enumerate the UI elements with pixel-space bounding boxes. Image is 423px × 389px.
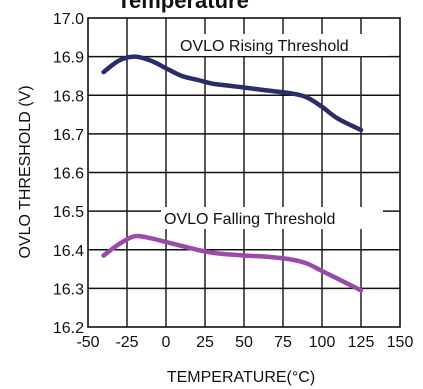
falling-threshold-label: OVLO Falling Threshold [164,211,335,228]
rising-threshold-label: OVLO Rising Threshold [180,38,349,55]
y-tick-label: 16.5 [53,204,84,221]
y-tick-label: 17.0 [53,11,84,28]
chart-title: Temperature [117,0,249,13]
y-tick-label: 16.2 [53,320,84,337]
x-tick-label: -25 [115,334,138,351]
series-line-ovlo-falling-threshold [101,233,364,293]
y-tick-label: 16.8 [53,88,84,105]
x-tick-label: 75 [274,334,292,351]
y-tick-label: 16.9 [53,50,84,67]
series-line-ovlo-rising-threshold [101,54,364,133]
y-tick-label: 16.7 [53,127,84,144]
falling-label-bg [161,207,383,229]
y-tick-label: 16.3 [53,281,84,298]
y-axis-title: OVLO THRESHOLD (V) [17,85,34,258]
x-tick-label: 100 [309,334,336,351]
x-tick-label: 50 [235,334,253,351]
y-tick-labels: 16.2 16.3 16.4 16.5 16.6 16.7 16.8 16.9 17.0 [53,11,84,337]
x-tick-label: -50 [76,334,99,351]
x-tick-label: 25 [196,334,214,351]
y-tick-label: 16.6 [53,166,84,183]
rising-label-bg [176,34,389,56]
x-axis-title: TEMPERATURE(°C) [167,369,315,386]
series-layer [101,54,364,293]
x-tick-labels: -50 -25 0 25 50 75 100 125 150 [76,334,413,351]
x-tick-label: 125 [348,334,375,351]
grid [88,18,400,327]
x-tick-label: 150 [387,334,414,351]
annotations: OVLO Rising Threshold OVLO Falling Thres… [161,34,389,229]
plot-frame [87,17,401,328]
x-tick-label: 0 [162,334,171,351]
y-tick-label: 16.4 [53,243,84,260]
